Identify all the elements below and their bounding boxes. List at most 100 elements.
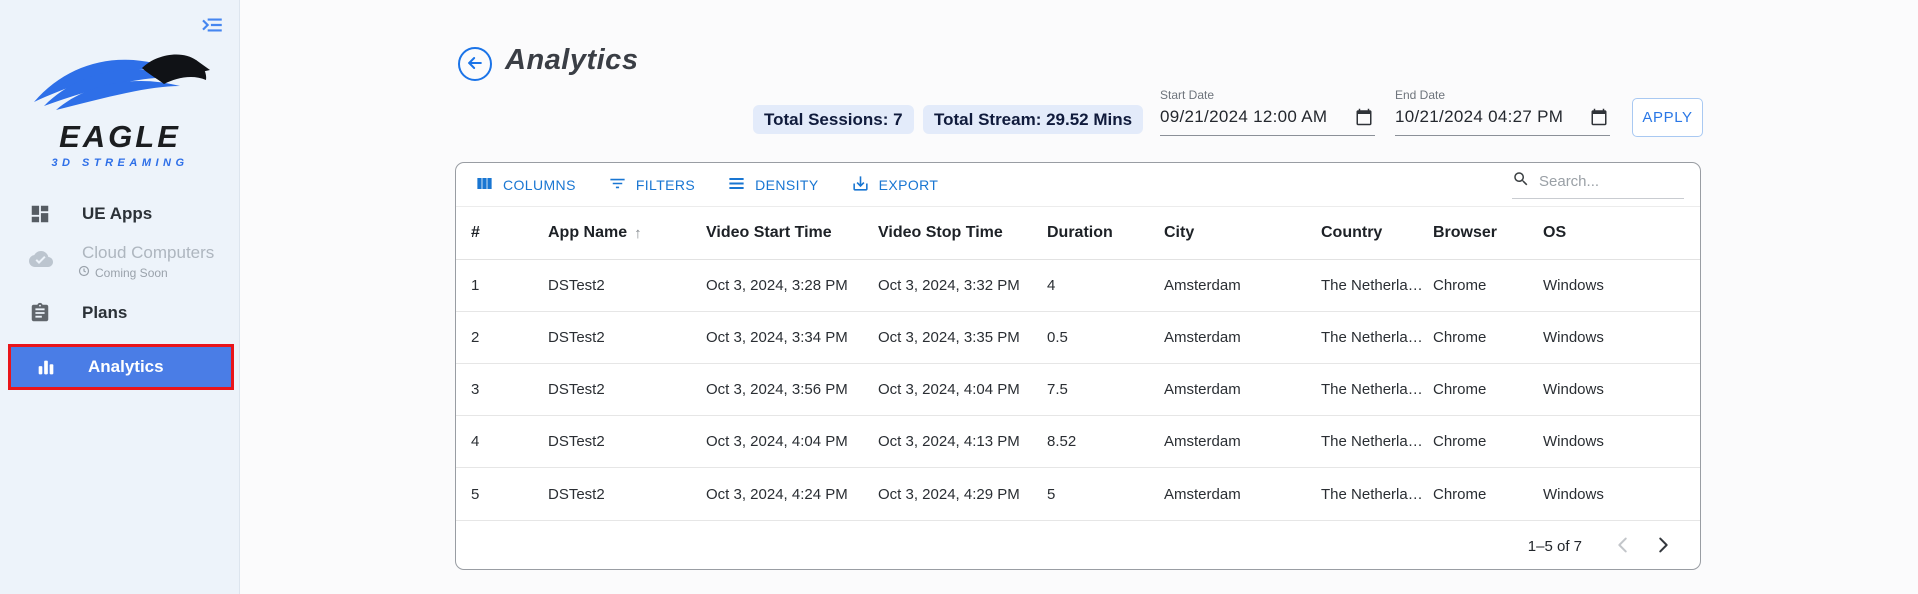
columns-button[interactable]: COLUMNS bbox=[469, 170, 582, 200]
column-header-index[interactable]: # bbox=[471, 224, 480, 241]
eagle-logo: EAGLE 3D STREAMING bbox=[0, 48, 240, 169]
sessions-table-card: COLUMNS FILTERS DE bbox=[455, 162, 1701, 570]
column-header-country[interactable]: Country bbox=[1321, 224, 1383, 241]
chevron-left-icon bbox=[1612, 534, 1634, 559]
column-header-duration[interactable]: Duration bbox=[1047, 224, 1113, 241]
sidebar-item-plans[interactable]: Plans bbox=[0, 295, 240, 331]
end-date-calendar-button[interactable] bbox=[1589, 108, 1608, 127]
table-cell: Oct 3, 2024, 4:04 PM bbox=[878, 381, 1020, 398]
table-cell: The Netherlan... bbox=[1321, 277, 1429, 294]
table-cell: The Netherlan... bbox=[1321, 381, 1429, 398]
coming-soon-label: Coming Soon bbox=[95, 265, 168, 280]
table-cell: Amsterdam bbox=[1164, 485, 1241, 503]
column-header-label: App Name bbox=[548, 224, 628, 241]
table-cell: 5 bbox=[471, 485, 480, 503]
chevron-right-icon bbox=[1652, 534, 1674, 559]
columns-button-label: COLUMNS bbox=[503, 176, 576, 193]
table-cell: Amsterdam bbox=[1164, 433, 1241, 450]
column-header-video-stop-time[interactable]: Video Stop Time bbox=[878, 224, 1003, 241]
table-cell: 3 bbox=[471, 381, 480, 398]
table-body: 1 DSTest2 Oct 3, 2024, 3:28 PM Oct 3, 2024,… bbox=[456, 260, 1700, 520]
filter-icon bbox=[608, 174, 627, 196]
start-date-calendar-button[interactable] bbox=[1354, 108, 1373, 127]
table-cell: Chrome bbox=[1433, 329, 1487, 346]
total-stream-badge: Total Stream: 29.52 Mins bbox=[923, 105, 1144, 134]
table-cell: Oct 3, 2024, 3:56 PM bbox=[706, 381, 848, 398]
table-cell: Windows bbox=[1543, 381, 1604, 398]
total-sessions-badge: Total Sessions: 7 bbox=[753, 105, 914, 134]
table-cell: DSTest2 bbox=[548, 381, 605, 398]
density-button[interactable]: DENSITY bbox=[721, 170, 824, 200]
table-cell: DSTest2 bbox=[548, 433, 605, 450]
column-header-browser[interactable]: Browser bbox=[1433, 224, 1498, 241]
table-cell: Chrome bbox=[1433, 277, 1487, 294]
export-button[interactable]: EXPORT bbox=[845, 170, 945, 200]
logo-subtitle: 3D STREAMING bbox=[51, 157, 189, 169]
sidebar-item-cloud-computers: Cloud Computers Coming Soon bbox=[0, 243, 240, 289]
sidebar: EAGLE 3D STREAMING UE Apps Cloud Compute… bbox=[0, 0, 240, 594]
density-button-label: DENSITY bbox=[755, 176, 819, 193]
previous-page-button[interactable] bbox=[1608, 531, 1638, 561]
column-header-city[interactable]: City bbox=[1164, 224, 1195, 241]
table-row[interactable]: 5 DSTest2 Oct 3, 2024, 4:24 PM Oct 3, 2024,… bbox=[456, 468, 1700, 520]
table-cell: 0.5 bbox=[1047, 329, 1068, 346]
sort-ascending-icon: ↑ bbox=[634, 224, 642, 242]
density-icon bbox=[727, 174, 746, 196]
table-cell: 5 bbox=[1047, 485, 1056, 503]
coming-soon-note: Coming Soon bbox=[78, 265, 214, 280]
main-content: Analytics Total Sessions: 7 Total Stream… bbox=[240, 0, 1918, 594]
calendar-icon bbox=[1590, 108, 1608, 129]
table-cell: Windows bbox=[1543, 485, 1604, 503]
table-cell: DSTest2 bbox=[548, 277, 605, 294]
table-footer: 1–5 of 7 bbox=[456, 520, 1700, 569]
column-header-os[interactable]: OS bbox=[1543, 224, 1567, 241]
table-cell: Chrome bbox=[1433, 381, 1487, 398]
collapse-sidebar-button[interactable] bbox=[199, 12, 225, 38]
table-cell: DSTest2 bbox=[548, 329, 605, 346]
sidebar-item-ue-apps[interactable]: UE Apps bbox=[0, 196, 240, 232]
bar-chart-icon bbox=[35, 356, 57, 378]
table-row[interactable]: 2 DSTest2 Oct 3, 2024, 3:34 PM Oct 3, 2024,… bbox=[456, 312, 1700, 364]
download-icon bbox=[851, 174, 870, 196]
back-button[interactable] bbox=[458, 47, 492, 81]
table-cell: Oct 3, 2024, 4:13 PM bbox=[878, 433, 1020, 450]
table-cell: Chrome bbox=[1433, 433, 1487, 450]
table-cell: Amsterdam bbox=[1164, 329, 1241, 346]
export-button-label: EXPORT bbox=[878, 176, 939, 193]
table-cell: The Netherlan... bbox=[1321, 433, 1429, 450]
collapse-sidebar-icon bbox=[199, 18, 225, 41]
table-cell: 7.5 bbox=[1047, 381, 1068, 398]
column-header-app-name[interactable]: App Name ↑ bbox=[548, 224, 706, 242]
table-cell: Oct 3, 2024, 3:32 PM bbox=[878, 277, 1020, 294]
column-header-video-start-time[interactable]: Video Start Time bbox=[706, 224, 832, 241]
table-cell: The Netherlan... bbox=[1321, 485, 1429, 503]
table-cell: Amsterdam bbox=[1164, 277, 1241, 294]
search-icon bbox=[1512, 170, 1530, 193]
hourglass-icon bbox=[78, 265, 90, 280]
table-cell: 1 bbox=[471, 277, 480, 294]
table-row[interactable]: 3 DSTest2 Oct 3, 2024, 3:56 PM Oct 3, 2024,… bbox=[456, 364, 1700, 416]
cloud-done-icon bbox=[29, 247, 53, 269]
end-date-field: End Date bbox=[1395, 88, 1610, 136]
search-box bbox=[1512, 170, 1684, 199]
filters-button-label: FILTERS bbox=[635, 176, 696, 193]
clipboard-icon bbox=[29, 302, 51, 324]
table-cell: Oct 3, 2024, 4:04 PM bbox=[706, 433, 848, 450]
search-input[interactable] bbox=[1537, 172, 1677, 191]
next-page-button[interactable] bbox=[1648, 531, 1678, 561]
sidebar-item-analytics[interactable]: Analytics bbox=[8, 344, 234, 390]
filters-button[interactable]: FILTERS bbox=[602, 170, 701, 200]
sidebar-item-label: Cloud Computers bbox=[82, 243, 215, 262]
sidebar-item-label: Plans bbox=[82, 303, 128, 322]
sidebar-item-label: UE Apps bbox=[82, 204, 153, 223]
start-date-input[interactable] bbox=[1160, 107, 1340, 127]
calendar-icon bbox=[1355, 108, 1373, 129]
back-arrow-icon bbox=[465, 53, 485, 76]
table-cell: Oct 3, 2024, 4:29 PM bbox=[878, 485, 1020, 503]
apply-button[interactable]: APPLY bbox=[1632, 98, 1703, 137]
start-date-field: Start Date bbox=[1160, 88, 1375, 136]
end-date-input[interactable] bbox=[1395, 107, 1575, 127]
table-row[interactable]: 4 DSTest2 Oct 3, 2024, 4:04 PM Oct 3, 2024,… bbox=[456, 416, 1700, 468]
table-row[interactable]: 1 DSTest2 Oct 3, 2024, 3:28 PM Oct 3, 2024,… bbox=[456, 260, 1700, 312]
